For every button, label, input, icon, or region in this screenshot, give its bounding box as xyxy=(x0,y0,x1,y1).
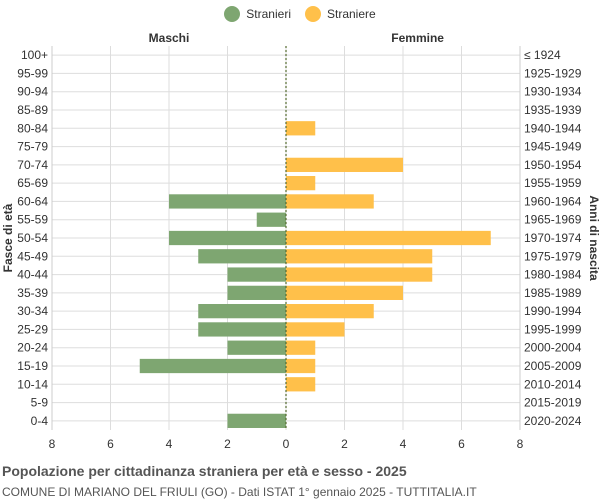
x-tick-label: 8 xyxy=(517,437,524,451)
header-male: Maschi xyxy=(149,31,190,45)
birth-year-tick-label: 1995-1999 xyxy=(524,322,582,336)
x-tick-label: 6 xyxy=(107,437,114,451)
bar-female-80-84 xyxy=(286,121,316,136)
birth-year-tick-label: 2005-2009 xyxy=(524,359,582,373)
x-tick-label: 4 xyxy=(400,437,407,451)
x-tick-label: 8 xyxy=(49,437,56,451)
age-tick-label: 30-34 xyxy=(17,304,48,318)
birth-year-tick-label: 2015-2019 xyxy=(524,396,582,410)
age-tick-label: 0-4 xyxy=(31,414,49,428)
x-tick-label: 6 xyxy=(458,437,465,451)
y-axis-label-left: Fasce di età xyxy=(1,203,15,272)
age-tick-label: 40-44 xyxy=(17,268,48,282)
bar-female-35-39 xyxy=(286,285,403,300)
birth-year-tick-label: 2010-2014 xyxy=(524,377,582,391)
bar-female-50-54 xyxy=(286,230,491,246)
age-tick-label: 100+ xyxy=(21,48,48,62)
age-tick-label: 75-79 xyxy=(17,140,48,154)
x-tick-label: 4 xyxy=(166,437,173,451)
age-tick-label: 60-64 xyxy=(17,194,48,208)
y-axis-label-right: Anni di nascita xyxy=(587,195,600,281)
legend-label-male: Stranieri xyxy=(246,7,291,21)
legend-swatch-female xyxy=(304,6,321,22)
bar-female-10-14 xyxy=(286,377,316,392)
chart-title: Popolazione per cittadinanza straniera p… xyxy=(2,463,407,479)
bar-female-25-29 xyxy=(286,322,345,337)
age-tick-label: 15-19 xyxy=(17,359,48,373)
birth-year-tick-label: 1975-1979 xyxy=(524,249,582,263)
bar-male-30-34 xyxy=(198,304,286,319)
x-tick-label: 2 xyxy=(341,437,348,451)
bar-male-15-19 xyxy=(139,358,286,374)
header-female: Femmine xyxy=(391,31,444,45)
bar-female-20-24 xyxy=(286,340,316,355)
bar-female-65-69 xyxy=(286,176,316,191)
legend-swatch-male xyxy=(224,6,241,22)
x-tick-label: 0 xyxy=(283,437,290,451)
bar-female-30-34 xyxy=(286,304,374,319)
age-tick-label: 5-9 xyxy=(31,396,49,410)
birth-year-tick-label: 1990-1994 xyxy=(524,304,582,318)
birth-year-tick-label: 1945-1949 xyxy=(524,140,582,154)
age-tick-label: 25-29 xyxy=(17,322,48,336)
birth-year-tick-label: 1930-1934 xyxy=(524,85,582,99)
age-tick-label: 70-74 xyxy=(17,158,48,172)
bar-male-55-59 xyxy=(256,212,286,227)
bar-female-15-19 xyxy=(286,358,316,374)
bar-male-20-24 xyxy=(227,340,286,355)
birth-year-tick-label: 1935-1939 xyxy=(524,103,582,117)
birth-year-tick-label: 1985-1989 xyxy=(524,286,582,300)
age-tick-label: 65-69 xyxy=(17,176,48,190)
legend-label-female: Straniere xyxy=(326,7,376,21)
age-tick-label: 35-39 xyxy=(17,286,48,300)
birth-year-tick-label: 1955-1959 xyxy=(524,176,582,190)
age-tick-label: 80-84 xyxy=(17,121,48,135)
legend-item-female[interactable]: Straniere xyxy=(304,6,376,22)
bar-female-70-74 xyxy=(286,157,403,172)
birth-year-tick-label: 2000-2004 xyxy=(524,341,582,355)
birth-year-tick-label: 1965-1969 xyxy=(524,213,582,227)
chart-source: COMUNE DI MARIANO DEL FRIULI (GO) - Dati… xyxy=(2,485,477,499)
age-tick-label: 90-94 xyxy=(17,85,48,99)
birth-year-tick-label: ≤ 1924 xyxy=(524,48,561,62)
bar-male-25-29 xyxy=(198,322,286,337)
birth-year-tick-label: 1960-1964 xyxy=(524,194,582,208)
bar-female-40-44 xyxy=(286,267,433,282)
bar-male-60-64 xyxy=(169,194,286,209)
bar-female-60-64 xyxy=(286,194,374,209)
chart-legend: Stranieri Straniere xyxy=(0,6,600,22)
birth-year-tick-label: 1940-1944 xyxy=(524,121,582,135)
age-tick-label: 20-24 xyxy=(17,341,48,355)
legend-item-male[interactable]: Stranieri xyxy=(224,6,291,22)
bar-male-50-54 xyxy=(169,230,286,246)
x-tick-label: 2 xyxy=(224,437,231,451)
birth-year-tick-label: 1925-1929 xyxy=(524,66,582,80)
age-tick-label: 45-49 xyxy=(17,249,48,263)
age-tick-label: 10-14 xyxy=(17,377,48,391)
age-tick-label: 50-54 xyxy=(17,231,48,245)
bar-male-0-4 xyxy=(227,413,286,428)
age-tick-label: 95-99 xyxy=(17,66,48,80)
bar-male-45-49 xyxy=(198,249,286,264)
bar-male-35-39 xyxy=(227,285,286,300)
bar-male-40-44 xyxy=(227,267,286,282)
birth-year-tick-label: 2020-2024 xyxy=(524,414,582,428)
birth-year-tick-label: 1980-1984 xyxy=(524,268,582,282)
age-tick-label: 85-89 xyxy=(17,103,48,117)
age-tick-label: 55-59 xyxy=(17,213,48,227)
birth-year-tick-label: 1970-1974 xyxy=(524,231,582,245)
bar-female-45-49 xyxy=(286,249,433,264)
birth-year-tick-label: 1950-1954 xyxy=(524,158,582,172)
